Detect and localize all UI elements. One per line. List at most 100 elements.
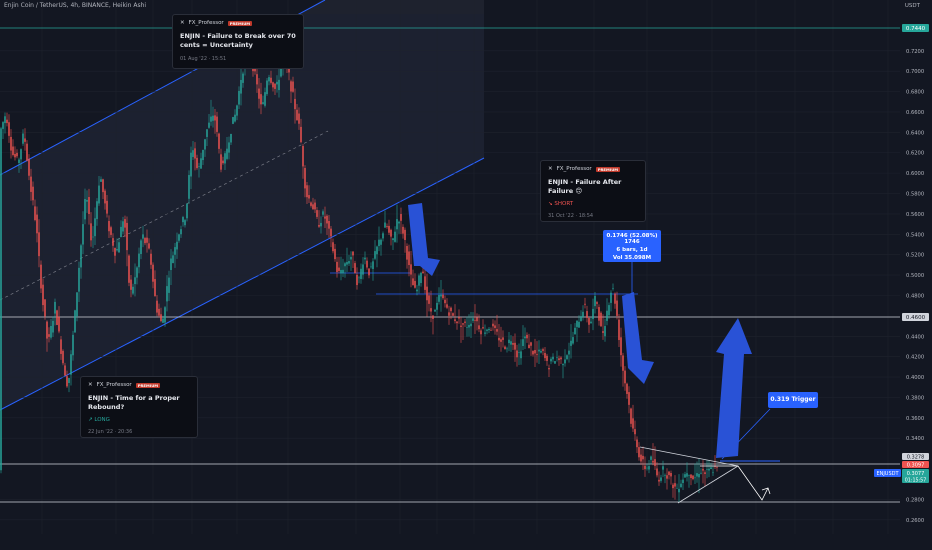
candle-body <box>302 146 304 167</box>
idea-card[interactable]: ✕ FX_Professor PREMIUM ENJIN - Time for a … <box>80 376 198 438</box>
candle-body <box>406 246 408 260</box>
channel-lower-line[interactable] <box>0 157 485 411</box>
candle-body <box>464 321 466 323</box>
candle-body <box>688 474 690 476</box>
candle-body <box>40 264 42 289</box>
candle-body <box>56 310 58 325</box>
candle-body <box>104 190 106 204</box>
candle-body <box>526 334 528 339</box>
candle-body <box>330 228 332 237</box>
candle-body <box>372 261 374 269</box>
candle-body <box>226 148 228 159</box>
idea-title: ENJIN - Failure to Break over 70 cents =… <box>180 32 296 49</box>
candle-body <box>556 357 558 358</box>
candle-body <box>86 199 88 202</box>
candle-body <box>516 350 518 358</box>
candle-body <box>560 357 562 360</box>
arrow-up-dec[interactable] <box>716 318 752 458</box>
candle-body <box>638 447 640 458</box>
candle-body <box>24 138 26 142</box>
candle-body <box>430 308 432 312</box>
channel-mid-dashed <box>0 129 331 301</box>
candle-body <box>704 472 706 474</box>
candle-body <box>366 260 368 268</box>
candle-body <box>304 168 306 189</box>
trigger-label[interactable]: 0.319 Trigger <box>768 392 818 408</box>
tag-pair <box>874 469 901 477</box>
candle-body <box>360 268 362 279</box>
candle-body <box>614 293 616 304</box>
candle-body <box>160 314 162 322</box>
candle-body <box>166 286 168 302</box>
y-tick-label: 0.3600 <box>906 416 924 422</box>
candle-body <box>212 115 214 121</box>
idea-card[interactable]: ✕ FX_Professor PREMIUM ENJIN - Failure Aft… <box>540 160 646 222</box>
author-icon: ✕ <box>88 382 93 388</box>
candle-body <box>440 294 442 297</box>
candle-body <box>654 459 656 466</box>
candle-body <box>528 344 530 349</box>
candle-body <box>174 247 176 255</box>
price-channel[interactable] <box>0 14 484 410</box>
candle-body <box>488 328 490 331</box>
arrow-down-sep[interactable] <box>408 203 440 276</box>
candle-body <box>586 311 588 318</box>
idea-title: ENJIN - Time for a Proper Rebound? <box>88 394 180 411</box>
idea-signal: ↗ LONG <box>88 417 110 423</box>
candle-body <box>326 215 328 224</box>
candle-body <box>134 277 136 285</box>
tag-pair-text: ENJUSDT <box>876 471 899 477</box>
candle-body <box>208 122 210 128</box>
candle-body <box>656 468 658 476</box>
candle-body <box>580 316 582 322</box>
candle-body <box>574 327 576 335</box>
price-axis[interactable]: 0.7200 0.7000 0.6800 0.6600 0.6400 0.6200 0.60… <box>906 49 924 524</box>
candle-body <box>470 323 472 327</box>
candle-body <box>592 308 594 320</box>
wedge-upper[interactable] <box>639 446 739 467</box>
tag-03278-text: 0.3278 <box>907 455 925 461</box>
wedge-lower[interactable] <box>677 465 739 504</box>
candle-body <box>28 158 30 176</box>
candle-body <box>62 350 64 364</box>
candle-body <box>446 304 448 308</box>
arrow-down-nov[interactable] <box>622 292 654 384</box>
candles <box>0 41 718 503</box>
candle-body <box>390 229 392 237</box>
premium-badge: PREMIUM <box>227 20 253 26</box>
candle-body <box>388 225 390 233</box>
candle-body <box>432 315 434 319</box>
candle-body <box>168 277 170 293</box>
candle-body <box>158 308 160 316</box>
candle-body <box>534 350 536 354</box>
candle-body <box>16 152 18 157</box>
measure-label[interactable]: 0.1746 (52.08%) 1746 6 bars, 1d Vol 35.0… <box>603 230 661 262</box>
candle-body <box>454 319 456 322</box>
candle-body <box>558 358 560 361</box>
candle-body <box>562 364 564 366</box>
tag-03097 <box>902 461 929 468</box>
symbol-title[interactable]: Enjin Coin / TetherUS, 4h, BINANCE, Heik… <box>4 2 147 9</box>
tag-countdown-text: 01:15:57 <box>905 478 927 484</box>
candle-body <box>416 289 418 292</box>
candle-body <box>308 195 310 199</box>
candle-body <box>172 255 174 264</box>
candle-body <box>538 349 540 352</box>
candle-body <box>116 249 118 251</box>
candle-body <box>162 318 164 323</box>
idea-card[interactable]: ✕ FX_Professor PREMIUM ENJIN - Failure to … <box>172 14 304 69</box>
candle-body <box>644 465 646 470</box>
y-tick-label: 0.4000 <box>906 375 924 381</box>
candle-body <box>190 152 192 177</box>
candle-body <box>660 477 662 481</box>
candle-body <box>398 221 400 224</box>
candle-body <box>0 128 2 471</box>
projection-arrowhead <box>761 487 771 495</box>
y-tick-label: 0.3800 <box>906 395 924 401</box>
projection-path[interactable] <box>700 465 769 501</box>
candle-body <box>568 350 570 355</box>
candle-body <box>456 321 458 324</box>
candle-body <box>130 279 132 290</box>
candle-body <box>400 214 402 221</box>
